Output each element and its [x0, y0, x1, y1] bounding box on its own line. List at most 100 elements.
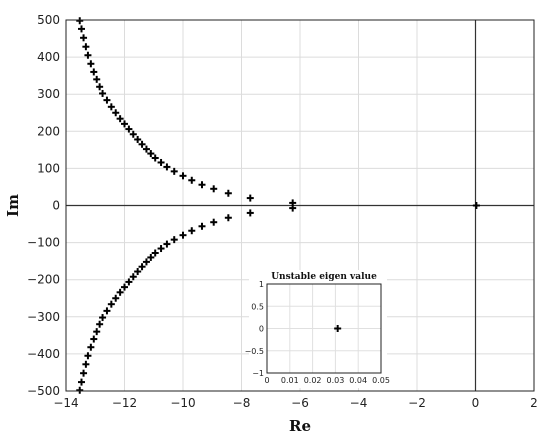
- inset-y-tick-label: 0: [259, 325, 264, 334]
- x-axis-label: Re: [289, 417, 311, 435]
- inset-y-tick-label: −1: [252, 369, 264, 378]
- pole-marker: [157, 245, 165, 253]
- pole-marker: [198, 181, 206, 189]
- inset-y-tick-label: −0.5: [245, 347, 264, 356]
- pole-marker: [125, 125, 133, 133]
- pole-marker: [147, 253, 155, 261]
- y-tick-label: 200: [37, 124, 60, 138]
- pole-marker: [151, 154, 159, 162]
- pole-marker: [96, 320, 104, 328]
- pole-marker: [289, 204, 297, 212]
- pole-marker: [134, 268, 142, 276]
- pole-marker: [138, 263, 146, 271]
- pole-marker: [116, 288, 124, 296]
- y-tick-label: −500: [27, 384, 60, 398]
- pole-marker: [103, 307, 111, 315]
- y-tick-label: 100: [37, 161, 60, 175]
- pole-marker: [90, 68, 98, 76]
- pole-marker: [138, 140, 146, 148]
- pole-marker: [142, 258, 150, 266]
- main-points: [76, 17, 480, 394]
- y-tick-label: 500: [37, 13, 60, 27]
- inset-y-tick-labels: −1 −0.5 0 0.5 1: [245, 280, 264, 378]
- pole-marker: [188, 227, 196, 235]
- pole-marker: [76, 386, 84, 394]
- pole-marker: [129, 273, 137, 281]
- pole-marker: [84, 51, 92, 59]
- inset-points: [334, 325, 342, 332]
- pole-marker: [80, 34, 88, 42]
- pole-marker: [198, 222, 206, 230]
- pole-marker: [103, 96, 111, 104]
- pole-marker: [76, 17, 84, 25]
- pole-marker: [224, 214, 232, 222]
- x-tick-label: 2: [530, 396, 538, 410]
- pole-marker: [121, 283, 128, 291]
- pole-marker: [157, 158, 165, 166]
- pole-marker: [99, 89, 107, 97]
- inset-y-tick-label: 0.5: [251, 302, 264, 311]
- pole-marker: [80, 369, 88, 377]
- pole-marker: [112, 294, 120, 302]
- pole-marker: [163, 163, 171, 171]
- y-tick-label: −300: [27, 310, 60, 324]
- pole-marker: [90, 335, 98, 343]
- pole-marker: [96, 83, 104, 91]
- inset-pole-marker: [334, 325, 342, 332]
- pole-marker: [82, 43, 90, 51]
- pole-marker: [93, 328, 101, 336]
- pole-marker: [170, 167, 178, 175]
- pole-marker: [87, 343, 95, 351]
- pole-marker: [116, 115, 124, 123]
- pole-marker: [125, 278, 133, 286]
- x-tick-label: −6: [291, 396, 309, 410]
- main-y-tick-labels: −500 −400 −300 −200 −100 0 100 200 300 400 500: [27, 13, 60, 398]
- y-tick-label: 300: [37, 87, 60, 101]
- inset-chart: 0 0.01 0.02 0.03 0.04 0.05 −1 −0.5 0 0.5 1 Unstab…: [245, 270, 390, 388]
- pole-marker: [170, 236, 178, 244]
- pole-marker: [179, 172, 187, 180]
- pole-marker: [210, 218, 218, 226]
- y-tick-label: 0: [52, 199, 60, 213]
- pole-marker: [472, 202, 480, 209]
- pole-marker: [129, 130, 137, 138]
- y-axis-label: Im: [4, 194, 22, 217]
- pole-marker: [107, 103, 115, 111]
- inset-plot-frame: [266, 283, 382, 374]
- main-x-tick-labels: −14 −12 −10 −8 −6 −4 −2 0 2: [53, 396, 537, 410]
- pole-marker: [78, 25, 86, 33]
- pole-marker: [151, 249, 159, 257]
- pole-marker: [84, 352, 92, 360]
- x-tick-label: −8: [233, 396, 251, 410]
- y-tick-label: −200: [27, 273, 60, 287]
- pole-marker: [163, 240, 171, 248]
- pole-marker: [179, 231, 187, 239]
- pole-marker: [142, 145, 150, 153]
- pole-marker: [82, 360, 90, 368]
- inset-title: Unstable eigen value: [271, 272, 377, 282]
- inset-x-tick-label: 0: [264, 376, 269, 385]
- x-tick-label: −10: [170, 396, 195, 410]
- pole-marker: [107, 300, 115, 308]
- x-tick-label: −2: [408, 396, 426, 410]
- pole-marker: [93, 75, 101, 83]
- pole-marker: [134, 135, 142, 143]
- y-tick-label: −400: [27, 347, 60, 361]
- pole-marker: [99, 314, 107, 322]
- inset-x-tick-label: 0.02: [304, 376, 322, 385]
- y-tick-label: 400: [37, 50, 60, 64]
- x-tick-label: −14: [53, 396, 78, 410]
- x-tick-label: −4: [350, 396, 368, 410]
- inset-y-tick-label: 1: [259, 280, 264, 289]
- pole-marker: [224, 189, 232, 197]
- pole-marker: [78, 378, 86, 386]
- x-tick-label: 0: [472, 396, 480, 410]
- pole-marker: [112, 109, 120, 117]
- pole-marker: [147, 150, 155, 158]
- pole-marker: [210, 185, 218, 193]
- inset-x-tick-label: 0.01: [281, 376, 299, 385]
- inset-x-tick-labels: 0 0.01 0.02 0.03 0.04 0.05: [264, 376, 389, 385]
- pole-marker: [246, 209, 254, 217]
- main-plot-frame: [65, 19, 535, 392]
